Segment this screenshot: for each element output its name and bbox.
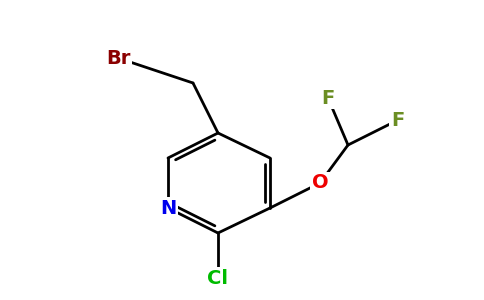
Text: Cl: Cl bbox=[208, 268, 228, 287]
Text: F: F bbox=[392, 110, 405, 130]
Text: N: N bbox=[160, 199, 176, 218]
Text: F: F bbox=[321, 88, 334, 107]
Text: O: O bbox=[312, 173, 328, 193]
Text: Br: Br bbox=[106, 49, 130, 68]
